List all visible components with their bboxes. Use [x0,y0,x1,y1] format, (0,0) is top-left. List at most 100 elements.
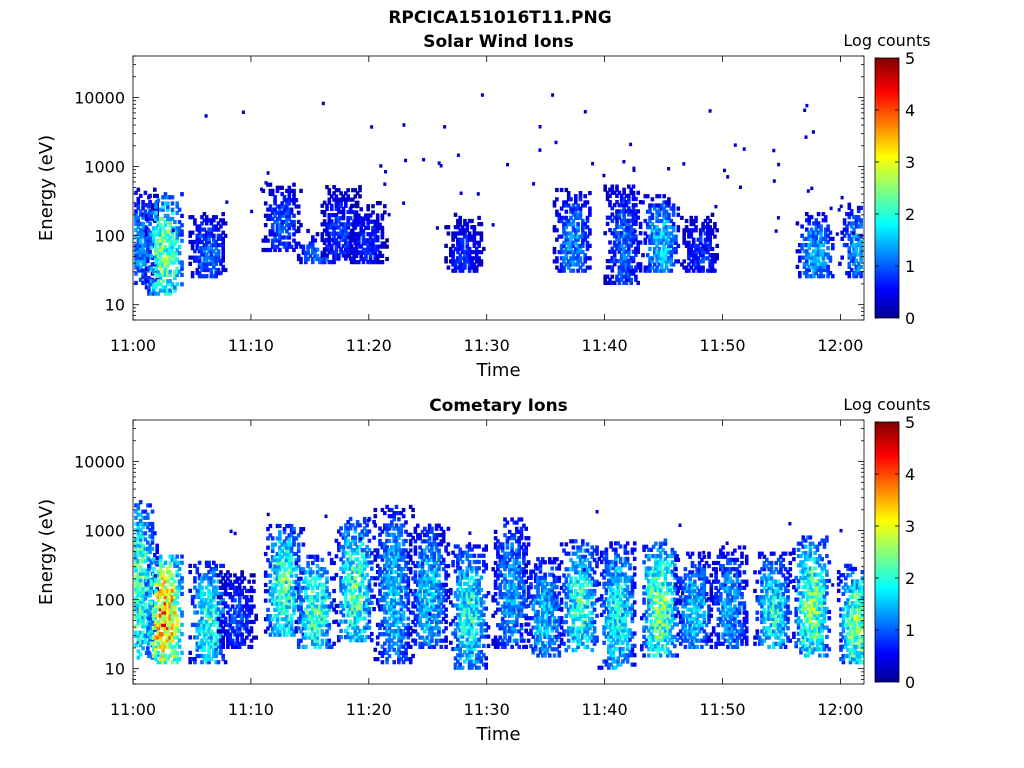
data-cell [266,545,270,550]
data-cell [624,243,629,248]
data-cell [380,632,385,637]
data-cell [344,244,348,249]
data-cell [713,234,717,239]
data-cell [235,641,240,646]
data-cell [351,569,355,574]
data-cell [425,635,429,640]
data-cell [337,206,341,211]
data-cell [292,579,296,584]
data-cell [367,613,372,618]
burst-5 [294,551,336,649]
data-cell [798,258,802,263]
data-cell [449,253,453,258]
data-cell [278,229,282,234]
data-cell [170,241,175,246]
data-cell [390,591,394,596]
data-cell [571,256,576,261]
data-cell [569,246,573,252]
data-cell [325,604,329,609]
data-cell [306,585,310,590]
data-cell [645,222,650,227]
data-cell [362,600,367,605]
data-cell [161,269,165,274]
data-cell [315,632,320,637]
data-cell [287,232,292,237]
data-cell [320,638,325,643]
data-cell [214,271,218,276]
data-cell [383,551,387,556]
data-cell [138,580,143,586]
data-cell [161,288,165,293]
data-cell [774,229,778,233]
data-cell [358,588,362,593]
data-cell [240,638,244,643]
data-cell [209,582,214,587]
data-cell [143,640,148,645]
data-cell [275,523,280,529]
data-cell [627,196,631,202]
data-cell [216,585,221,590]
data-cell [380,507,385,513]
data-cell [212,570,216,575]
data-cell [610,268,615,273]
data-cell [141,608,145,614]
data-cell [158,263,163,268]
data-cell [615,224,619,230]
data-cell [538,125,542,129]
data-cell [390,613,394,618]
data-cell [397,644,401,649]
data-cell [266,247,270,253]
data-cell [221,613,225,618]
data-cell [282,604,287,609]
data-cell [337,541,341,546]
data-cell [809,252,814,257]
data-cell [394,610,399,615]
data-cell [615,184,619,189]
data-cell [247,613,251,618]
data-cell [814,264,819,269]
data-cell [289,219,294,225]
data-cell [622,249,626,254]
data-cell [136,543,141,548]
data-cell [667,231,671,236]
data-cell [163,285,168,290]
data-cell [852,258,856,263]
data-cell [458,256,462,261]
data-cell [387,601,392,606]
data-cell [296,548,301,553]
data-cell [627,193,631,198]
data-cell [359,256,363,262]
data-cell [292,589,296,594]
data-cell [266,182,270,187]
data-cell [353,569,358,574]
data-cell [134,218,138,223]
data-cell [710,212,715,217]
data-cell [221,653,225,659]
data-cell [378,591,382,596]
data-cell [134,624,138,629]
data-cell [383,650,387,655]
data-cell [684,225,689,230]
data-cell [569,262,573,267]
data-cell [161,238,165,243]
data-cell [221,243,225,248]
data-cell [346,225,350,230]
data-cell [631,209,636,214]
data-cell [491,223,495,227]
data-cell [308,241,313,246]
data-cell [209,641,214,646]
data-cell [221,258,225,263]
data-cell [358,638,362,643]
data-cell [195,239,200,245]
data-cell [829,206,833,211]
data-cell [237,601,242,606]
data-cell [413,588,418,594]
data-cell [617,224,622,230]
data-cell [378,244,382,249]
data-cell [344,253,348,258]
data-cell [397,610,401,615]
data-cell [247,579,251,584]
data-cell [204,657,209,662]
data-cell [327,240,332,246]
data-cell [285,623,289,628]
